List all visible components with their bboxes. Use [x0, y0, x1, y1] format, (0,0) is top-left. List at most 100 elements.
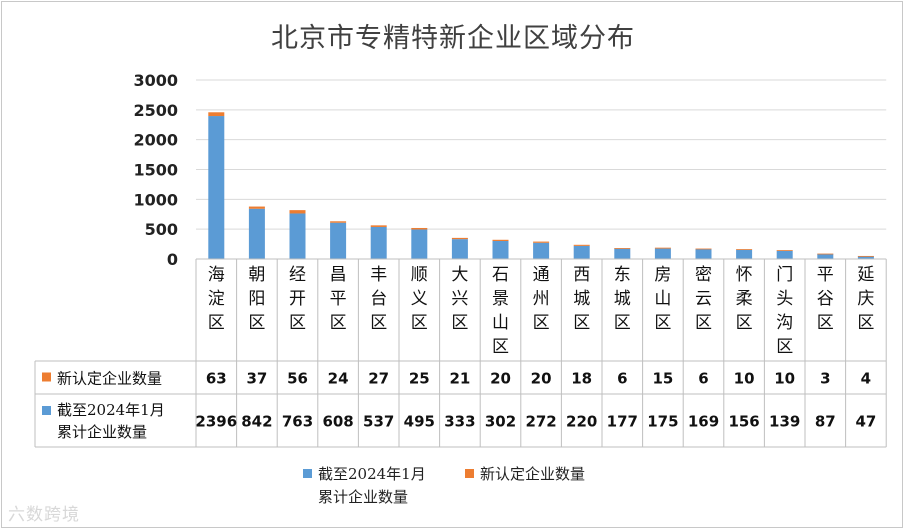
table-cell-new: 63: [206, 370, 227, 388]
bar-new: [654, 247, 671, 249]
bar-cumulative: [817, 253, 834, 259]
chart-title: 北京市专精特新企业区域分布: [271, 23, 635, 54]
table-cell-cumulative: 177: [607, 413, 638, 431]
table-cell-new: 6: [617, 370, 627, 388]
bar-cumulative: [248, 208, 265, 259]
category-label: 海淀区: [208, 265, 225, 333]
bar-new: [330, 221, 347, 223]
table-cell-cumulative: 2396: [195, 413, 237, 431]
bar-cumulative: [330, 222, 347, 259]
category-label: 昌平区: [330, 265, 347, 333]
y-tick-label: 1500: [133, 161, 178, 180]
row-label: 累计企业数量: [57, 423, 147, 441]
table-cell-cumulative: 842: [241, 413, 272, 431]
table-cell-cumulative: 169: [688, 413, 719, 431]
row-legend-key: [42, 372, 51, 382]
bar-cumulative: [533, 242, 550, 259]
table-cell-new: 37: [246, 370, 267, 388]
bar-new: [492, 239, 509, 241]
category-label: 通州区: [533, 265, 550, 333]
category-label: 丰台区: [370, 265, 387, 333]
bar-new: [370, 225, 387, 227]
table-cell-new: 20: [490, 370, 511, 388]
table-cell-cumulative: 495: [404, 413, 435, 431]
bar-new: [248, 206, 265, 209]
table-cell-cumulative: 47: [855, 413, 876, 431]
table-cell-cumulative: 175: [647, 413, 678, 431]
y-tick-label: 3000: [133, 71, 178, 90]
category-label: 大兴区: [451, 265, 468, 333]
y-tick-label: 2500: [133, 101, 178, 120]
legend-key-new: [465, 469, 474, 478]
table-cell-new: 4: [861, 370, 871, 388]
bar-cumulative: [451, 239, 468, 259]
bar-new: [533, 241, 550, 243]
category-label: 平谷区: [817, 265, 834, 333]
table-cell-new: 10: [734, 370, 755, 388]
category-label: 延庆区: [857, 265, 874, 333]
table-cell-new: 20: [531, 370, 552, 388]
bar-cumulative: [492, 240, 509, 259]
y-gridlines: [196, 79, 887, 230]
bar-cumulative: [289, 213, 306, 259]
category-label: 门头沟区: [776, 265, 793, 357]
table-cell-cumulative: 220: [566, 413, 597, 431]
legend-label-cumulative: 累计企业数量: [318, 488, 408, 506]
y-tick-label: 0: [167, 250, 178, 269]
bar-new: [573, 244, 590, 246]
table-cell-new: 21: [449, 370, 470, 388]
bar-cumulative: [370, 226, 387, 259]
bar-cumulative: [695, 248, 712, 259]
table-cell-cumulative: 333: [444, 413, 475, 431]
bars: [208, 112, 874, 259]
bar-cumulative: [614, 248, 631, 259]
table-cell-cumulative: 537: [363, 413, 394, 431]
bar-new: [817, 253, 834, 255]
bar-new: [451, 237, 468, 240]
category-label: 顺义区: [411, 265, 428, 333]
bar-cumulative: [654, 248, 671, 259]
bar-cumulative: [411, 229, 428, 259]
legend-label-new: 新认定企业数量: [480, 465, 585, 483]
category-label: 朝阳区: [248, 265, 265, 333]
bar-cumulative: [573, 245, 590, 259]
row-legend-key: [42, 406, 51, 415]
table-cell-new: 3: [820, 370, 830, 388]
legend-key-cumulative: [303, 469, 312, 478]
bar-new: [857, 255, 874, 257]
table-cell-new: 27: [368, 370, 389, 388]
category-label: 密云区: [695, 265, 712, 333]
bar-cumulative: [776, 250, 793, 259]
row-label: 截至2024年1月: [57, 401, 165, 419]
row-label: 新认定企业数量: [57, 370, 162, 388]
table-cell-cumulative: 139: [769, 413, 800, 431]
table-cell-new: 10: [774, 370, 795, 388]
bar-cumulative: [736, 249, 753, 259]
table-cell-new: 18: [571, 370, 592, 388]
table-cell-cumulative: 608: [322, 413, 353, 431]
bar-new: [695, 248, 712, 250]
bar-new: [411, 227, 428, 230]
y-axis-ticks: 0 500 1000 1500 2000 2500 3000: [133, 71, 178, 269]
bar-new: [614, 248, 631, 249]
category-label: 西城区: [573, 265, 590, 333]
table-cell-cumulative: 156: [728, 413, 759, 431]
table-cell-cumulative: 302: [485, 413, 516, 431]
table-cell-new: 6: [698, 370, 708, 388]
y-tick-label: 1000: [133, 190, 178, 209]
bar-new: [208, 112, 225, 117]
bar-new: [736, 249, 753, 250]
data-table: 海淀区 朝阳区 经开区 昌平区 丰台区 顺义区 大兴区 石景山区 通州区 西城区 东城区 房山区 密云区…: [34, 258, 887, 448]
bar-cumulative: [208, 116, 225, 259]
category-label: 房山区: [654, 265, 671, 333]
table-cell-new: 25: [409, 370, 430, 388]
table-cell-new: 24: [328, 370, 349, 388]
table-cell-new: 56: [287, 370, 308, 388]
category-label: 经开区: [289, 265, 306, 333]
y-tick-label: 2000: [133, 131, 178, 150]
y-tick-label: 500: [145, 220, 178, 239]
table-cell-new: 15: [652, 370, 673, 388]
